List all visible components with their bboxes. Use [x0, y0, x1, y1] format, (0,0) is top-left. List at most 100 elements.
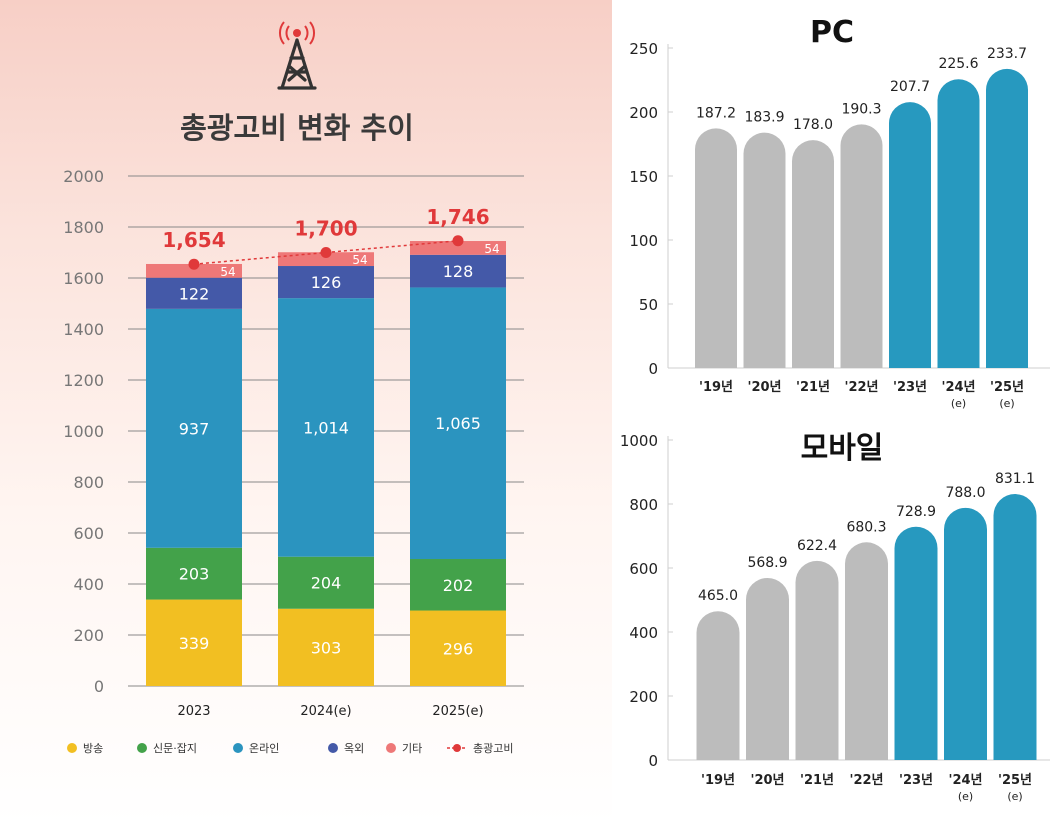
tower-signal-waves-outer [279, 21, 315, 45]
y-tick-label: 50 [639, 296, 658, 314]
bar [695, 128, 737, 368]
x-tick-label: (e) [1007, 790, 1022, 803]
tower-body [277, 38, 317, 90]
bar-segment-broadcast [278, 608, 374, 686]
bar [845, 542, 888, 760]
x-tick-label: (e) [951, 397, 966, 410]
bar-segment-print-magazine [278, 556, 374, 609]
bar [894, 526, 938, 760]
y-tick-label: 150 [629, 168, 658, 186]
x-tick-label: '23년 [899, 773, 933, 788]
data-label: 54 [484, 242, 499, 256]
data-label: 937 [179, 419, 210, 438]
y-tick-label: 1800 [63, 218, 104, 237]
y-tick-label: 0 [648, 360, 658, 378]
bar-segment-online [278, 298, 374, 557]
data-label: 204 [311, 574, 342, 593]
legend-marker [386, 743, 396, 753]
legend-label: 옥외 [344, 742, 364, 755]
y-tick-label: 600 [73, 524, 104, 543]
bar [696, 611, 740, 760]
data-label: 788.0 [945, 485, 985, 501]
data-label: 622.4 [797, 538, 837, 554]
x-tick-label: 2024(e) [300, 704, 351, 719]
bar [795, 560, 839, 760]
data-label: 339 [179, 634, 210, 653]
x-tick-label: 2025(e) [432, 704, 483, 719]
total-label: 1,746 [426, 205, 489, 229]
chart-title: 모바일 [801, 431, 884, 466]
bar-segment-outdoor [278, 266, 374, 299]
data-label: 183.9 [744, 110, 784, 126]
x-tick-label: '24년 [948, 773, 982, 788]
y-tick-label: 1200 [63, 371, 104, 390]
x-tick-label: '20년 [750, 773, 784, 788]
chart-title: 총광고비 변화 추이 [180, 111, 414, 145]
data-label: 54 [220, 265, 235, 279]
y-tick-label: 0 [648, 752, 658, 770]
data-label: 831.1 [995, 471, 1035, 487]
data-label: 128 [443, 262, 474, 281]
total-label: 1,700 [294, 217, 357, 241]
legend-marker [67, 743, 77, 753]
x-tick-label: '24년 [941, 380, 975, 395]
legend-label: 온라인 [249, 742, 279, 755]
bar [746, 577, 789, 760]
y-tick-label: 1400 [63, 320, 104, 339]
bar [792, 140, 834, 368]
bar [993, 494, 1037, 760]
total-point [452, 235, 464, 247]
bar [986, 68, 1028, 368]
data-label: 1,065 [435, 414, 481, 433]
bar [743, 132, 786, 368]
bar-segment-other [146, 263, 242, 278]
bar-segment-broadcast [410, 610, 506, 686]
x-tick-label: '25년 [998, 773, 1032, 788]
data-label: 54 [352, 253, 367, 267]
broadcast-tower-icon [277, 21, 317, 90]
data-label: 465.0 [698, 588, 738, 604]
total-line-segment [193, 251, 327, 265]
data-label: 122 [179, 284, 210, 303]
y-tick-label: 1000 [620, 432, 658, 450]
x-tick-label: (e) [958, 790, 973, 803]
chart-title: PC [810, 15, 854, 50]
legend-marker [137, 743, 147, 753]
data-label: 303 [311, 638, 342, 657]
bar [840, 124, 883, 368]
data-label: 296 [443, 639, 474, 658]
y-tick-label: 800 [73, 473, 104, 492]
x-tick-label: 2023 [177, 704, 210, 719]
y-tick-label: 800 [629, 496, 658, 514]
x-tick-label: '21년 [800, 773, 834, 788]
bar-segment-outdoor [410, 254, 506, 288]
bar-segment-print-magazine [410, 559, 506, 611]
total-label: 1,654 [162, 228, 225, 252]
x-tick-label: '19년 [699, 380, 733, 395]
bar-segment-other [278, 252, 374, 267]
y-tick-label: 600 [629, 560, 658, 578]
legend-marker [328, 743, 338, 753]
y-tick-label: 0 [94, 677, 104, 696]
bar-segment-other [410, 241, 506, 255]
total-point [188, 258, 200, 270]
legend-label: 기타 [402, 742, 422, 755]
y-tick-label: 2000 [63, 167, 104, 186]
bar [889, 102, 931, 369]
data-label: 680.3 [846, 519, 886, 535]
y-tick-label: 100 [629, 232, 658, 250]
x-tick-label: '22년 [849, 773, 883, 788]
tower-signal-waves-inner [285, 25, 309, 41]
data-label: 178.0 [793, 117, 833, 133]
data-label: 233.7 [987, 46, 1027, 62]
data-label: 568.9 [747, 555, 787, 571]
bar-segment-online [410, 287, 506, 560]
x-tick-label: '19년 [701, 773, 735, 788]
bar-segment-broadcast [146, 599, 242, 686]
bar-segment-outdoor [146, 277, 242, 309]
tower-signal-dot [293, 29, 301, 37]
bar-segment-online [146, 308, 242, 548]
legend-marker [233, 743, 243, 753]
data-label: 202 [443, 576, 474, 595]
